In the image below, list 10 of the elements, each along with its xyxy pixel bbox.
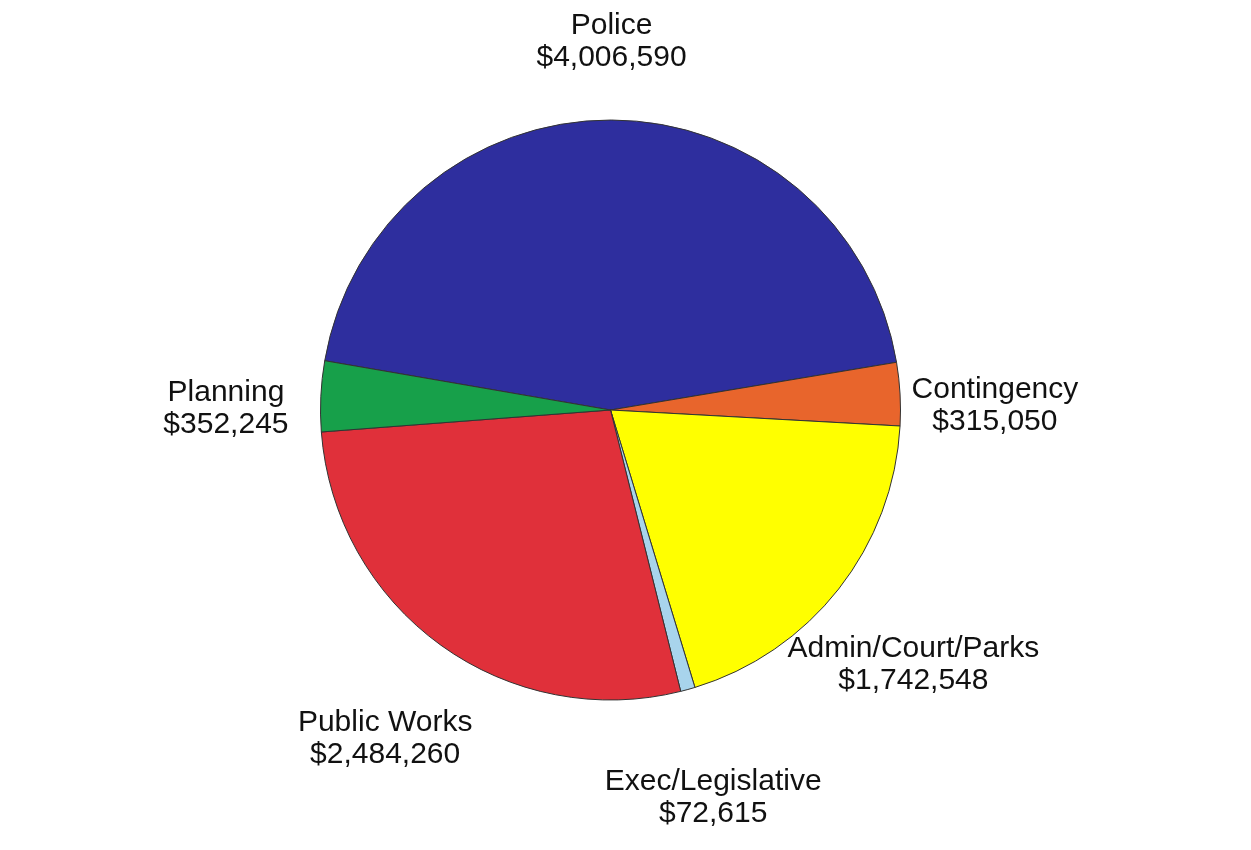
- slice-label: Public Works: [297, 704, 473, 738]
- data-label: $4,006,590: [536, 39, 687, 72]
- data-label: $72,615: [658, 795, 768, 829]
- slice-label: Contingency: [911, 370, 1079, 404]
- slice-label: Police: [570, 7, 653, 40]
- slice-label: Exec/Legislative: [604, 763, 822, 797]
- slice-label: Planning: [167, 373, 285, 407]
- data-label: $1,742,548: [838, 661, 989, 695]
- data-label: $2,484,260: [310, 736, 461, 770]
- slice-label: Admin/Court/Parks: [787, 629, 1040, 663]
